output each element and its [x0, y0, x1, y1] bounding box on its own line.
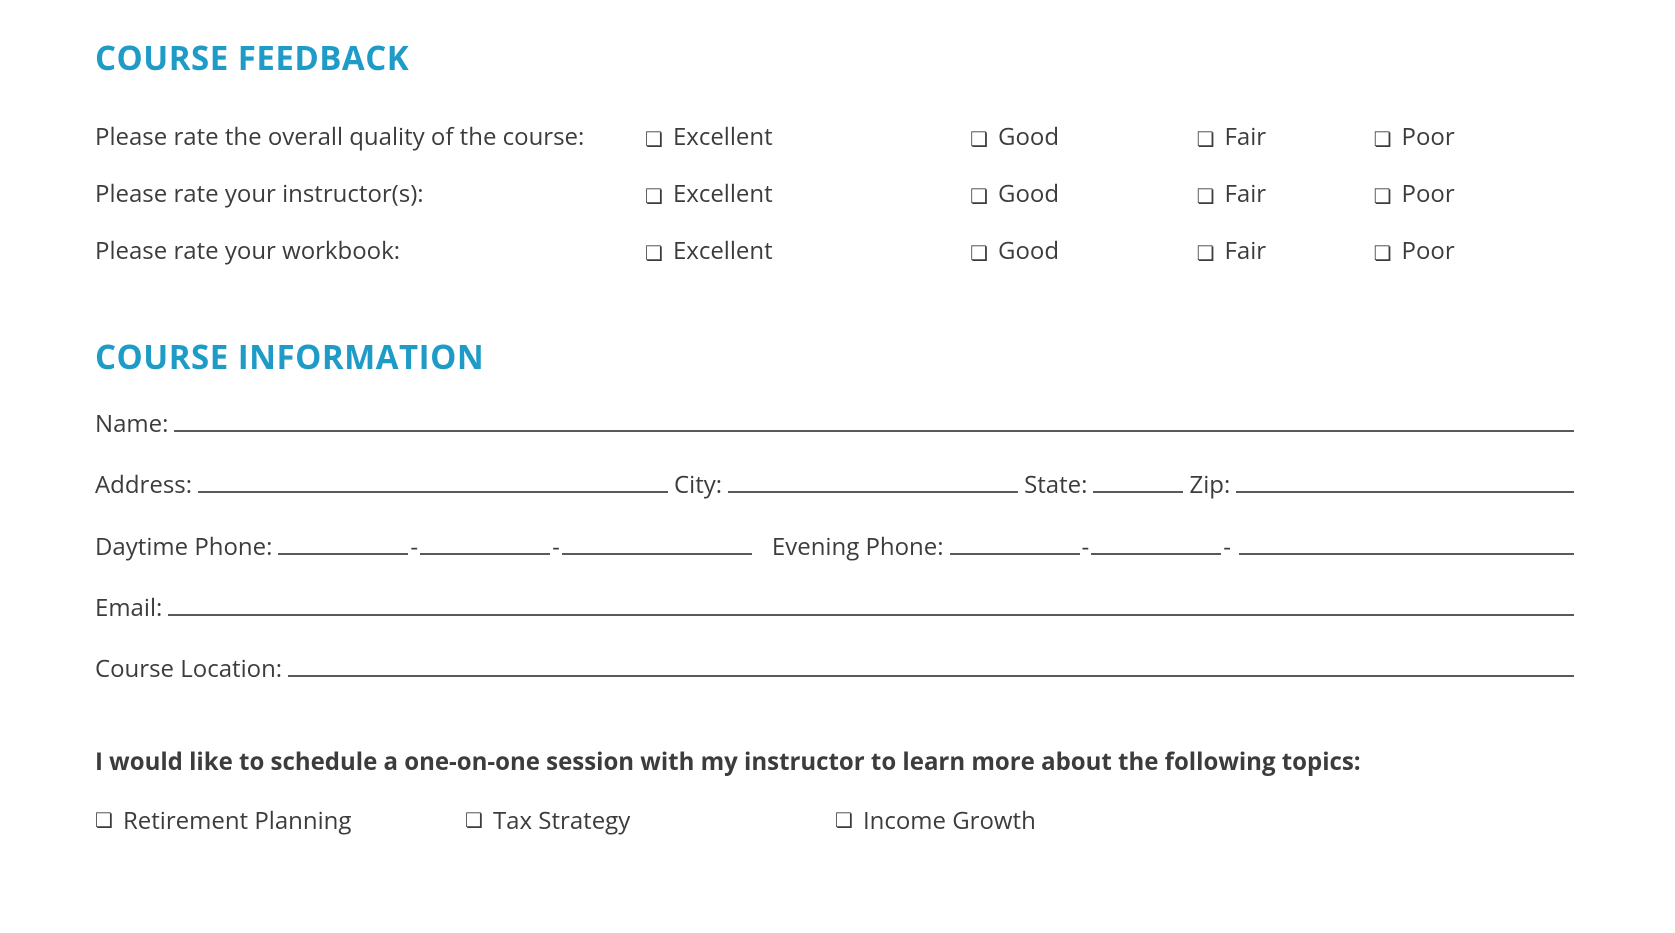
daytime-phone-1[interactable]	[278, 529, 408, 554]
dash: -	[408, 530, 420, 563]
zip-field[interactable]	[1236, 468, 1574, 493]
rating-option-fair[interactable]: ❏ Fair	[1197, 165, 1374, 222]
rating-label: Excellent	[673, 234, 773, 267]
dash: -	[1080, 530, 1092, 563]
label-address: Address:	[95, 468, 192, 501]
checkbox-icon: ❏	[970, 129, 988, 149]
rating-label: Fair	[1225, 234, 1267, 267]
dash: -	[1221, 530, 1233, 563]
evening-phone-3[interactable]	[1239, 529, 1574, 554]
checkbox-icon: ❏	[970, 186, 988, 206]
label-state: State:	[1024, 468, 1087, 501]
checkbox-icon: ❏	[835, 810, 853, 830]
checkbox-icon: ❏	[1374, 243, 1392, 263]
form-page: COURSE FEEDBACK Please rate the overall …	[0, 0, 1675, 857]
rating-option-good[interactable]: ❏ Good	[970, 165, 1196, 222]
checkbox-icon: ❏	[1197, 243, 1215, 263]
rating-option-poor[interactable]: ❏ Poor	[1374, 222, 1580, 279]
checkbox-icon: ❏	[1197, 129, 1215, 149]
address-field[interactable]	[198, 468, 668, 493]
topic-income-growth[interactable]: ❏ Income Growth	[835, 804, 1580, 837]
topic-label: Tax Strategy	[493, 804, 630, 837]
row-email: Email:	[95, 591, 1580, 624]
rating-table: Please rate the overall quality of the c…	[95, 108, 1580, 279]
dash: -	[550, 530, 562, 563]
checkbox-icon: ❏	[645, 129, 663, 149]
rating-label: Good	[998, 234, 1059, 267]
daytime-phone-2[interactable]	[420, 529, 550, 554]
row-course-location: Course Location:	[95, 652, 1580, 685]
row-name: Name:	[95, 407, 1580, 440]
topic-tax-strategy[interactable]: ❏ Tax Strategy	[465, 804, 835, 837]
checkbox-icon: ❏	[1374, 186, 1392, 206]
rating-label: Excellent	[673, 120, 773, 153]
daytime-phone-3[interactable]	[562, 529, 752, 554]
rating-row-quality: Please rate the overall quality of the c…	[95, 108, 1580, 165]
city-field[interactable]	[728, 468, 1018, 493]
evening-phone-1[interactable]	[950, 529, 1080, 554]
topics-row: ❏ Retirement Planning ❏ Tax Strategy ❏ I…	[95, 804, 1580, 837]
topic-label: Income Growth	[863, 804, 1036, 837]
topic-label: Retirement Planning	[123, 804, 351, 837]
feedback-heading: COURSE FEEDBACK	[95, 35, 1580, 80]
rating-label: Fair	[1225, 120, 1267, 153]
rating-label: Poor	[1402, 120, 1455, 153]
row-phone: Daytime Phone: - - Evening Phone: - -	[95, 529, 1580, 562]
rating-option-poor[interactable]: ❏ Poor	[1374, 108, 1580, 165]
rating-row-workbook: Please rate your workbook: ❏ Excellent ❏ G…	[95, 222, 1580, 279]
evening-phone-2[interactable]	[1091, 529, 1221, 554]
label-email: Email:	[95, 591, 162, 624]
rating-label: Poor	[1402, 177, 1455, 210]
label-daytime-phone: Daytime Phone:	[95, 530, 272, 563]
checkbox-icon: ❏	[970, 243, 988, 263]
rating-option-fair[interactable]: ❏ Fair	[1197, 108, 1374, 165]
label-evening-phone: Evening Phone:	[772, 530, 944, 563]
label-name: Name:	[95, 407, 168, 440]
label-course-location: Course Location:	[95, 652, 282, 685]
name-field[interactable]	[174, 407, 1574, 432]
rating-option-fair[interactable]: ❏ Fair	[1197, 222, 1374, 279]
row-address: Address: City: State: Zip:	[95, 468, 1580, 501]
rating-label: Good	[998, 177, 1059, 210]
rating-label: Excellent	[673, 177, 773, 210]
course-location-field[interactable]	[288, 652, 1574, 677]
topic-retirement-planning[interactable]: ❏ Retirement Planning	[95, 804, 465, 837]
checkbox-icon: ❏	[1197, 186, 1215, 206]
email-field[interactable]	[168, 591, 1574, 616]
rating-option-excellent[interactable]: ❏ Excellent	[645, 108, 970, 165]
rating-label: Fair	[1225, 177, 1267, 210]
checkbox-icon: ❏	[465, 810, 483, 830]
label-zip: Zip:	[1189, 468, 1230, 501]
checkbox-icon: ❏	[1374, 129, 1392, 149]
topics-heading: I would like to schedule a one-on-one se…	[95, 745, 1580, 778]
rating-prompt: Please rate your workbook:	[95, 222, 645, 279]
rating-label: Good	[998, 120, 1059, 153]
state-field[interactable]	[1093, 468, 1183, 493]
info-heading: COURSE INFORMATION	[95, 334, 1580, 379]
rating-prompt: Please rate your instructor(s):	[95, 165, 645, 222]
label-city: City:	[674, 468, 722, 501]
checkbox-icon: ❏	[95, 810, 113, 830]
checkbox-icon: ❏	[645, 243, 663, 263]
rating-prompt: Please rate the overall quality of the c…	[95, 108, 645, 165]
rating-option-poor[interactable]: ❏ Poor	[1374, 165, 1580, 222]
rating-option-good[interactable]: ❏ Good	[970, 108, 1196, 165]
rating-option-excellent[interactable]: ❏ Excellent	[645, 222, 970, 279]
rating-option-excellent[interactable]: ❏ Excellent	[645, 165, 970, 222]
rating-label: Poor	[1402, 234, 1455, 267]
rating-row-instructor: Please rate your instructor(s): ❏ Excelle…	[95, 165, 1580, 222]
rating-option-good[interactable]: ❏ Good	[970, 222, 1196, 279]
checkbox-icon: ❏	[645, 186, 663, 206]
